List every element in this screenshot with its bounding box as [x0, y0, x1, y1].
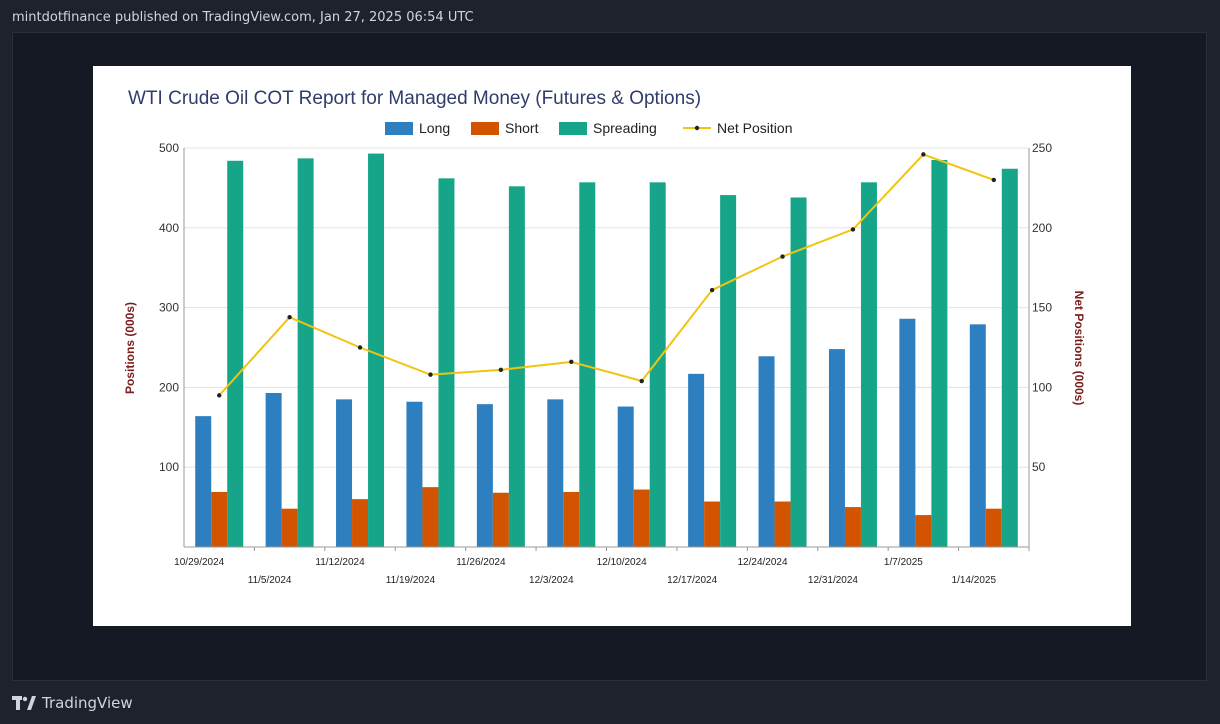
x-tick-label: 10/29/2024: [174, 557, 224, 568]
x-tick-label: 11/12/2024: [315, 557, 365, 568]
x-tick-label: 12/10/2024: [597, 557, 647, 568]
footer: TradingView: [12, 694, 133, 712]
bar-short-0: [211, 491, 228, 547]
y2-tick-label: 50: [1032, 460, 1046, 474]
bar-long-1: [265, 392, 282, 547]
bar-spreading-6: [649, 182, 666, 547]
x-tick-label: 11/26/2024: [456, 557, 506, 568]
bar-spreading-4: [508, 186, 525, 547]
bar-long-8: [758, 356, 775, 547]
legend-swatch-long: [385, 122, 413, 135]
legend-swatch-short: [471, 122, 499, 135]
net-position-point-1: [287, 314, 292, 320]
y2-tick-label: 150: [1032, 301, 1052, 315]
bar-long-6: [617, 406, 634, 547]
x-tick-label: 12/31/2024: [808, 575, 858, 586]
net-position-point-6: [639, 378, 644, 384]
bar-short-8: [774, 501, 791, 547]
y2-tick-label: 100: [1032, 380, 1052, 394]
bar-long-2: [336, 399, 353, 547]
bar-short-4: [492, 492, 509, 547]
legend-marker-net-position: [694, 125, 700, 131]
net-position-point-2: [357, 345, 363, 350]
bar-long-7: [688, 373, 705, 547]
bar-spreading-8: [790, 197, 807, 547]
x-tick-label: 11/19/2024: [386, 575, 436, 586]
bar-long-9: [828, 349, 845, 547]
net-position-polyline: [218, 153, 995, 397]
bar-short-11: [985, 508, 1002, 547]
bar-short-6: [633, 489, 650, 547]
legend-swatch-spreading: [559, 122, 587, 135]
bar-spreading-9: [860, 182, 877, 547]
net-position-point-8: [780, 254, 785, 259]
chart-svg: WTI Crude Oil COT Report for Managed Mon…: [123, 88, 1086, 586]
x-tick-label: 12/17/2024: [667, 575, 717, 586]
bar-long-4: [476, 404, 493, 547]
bar-short-5: [563, 491, 580, 547]
chart-title: WTI Crude Oil COT Report for Managed Mon…: [128, 88, 701, 109]
y-tick-label: 500: [159, 141, 179, 155]
bar-long-10: [899, 318, 916, 547]
net-position-point-0: [217, 393, 222, 398]
bar-spreading-10: [931, 159, 948, 547]
bar-short-7: [704, 501, 721, 547]
bar-short-3: [422, 487, 439, 547]
net-position-line: [217, 152, 996, 398]
net-position-point-3: [428, 372, 433, 377]
bar-spreading-0: [227, 160, 244, 547]
y-tick-label: 200: [159, 380, 179, 394]
bar-spreading-2: [368, 153, 385, 547]
legend-label-1: Short: [505, 120, 539, 136]
bar-spreading-3: [438, 178, 455, 547]
x-tick-label: 11/5/2024: [248, 575, 292, 586]
y-tick-label: 100: [159, 460, 179, 474]
x-tick-label: 12/3/2024: [529, 575, 574, 586]
bar-spreading-1: [297, 158, 314, 547]
net-position-point-4: [498, 367, 504, 373]
legend-label-3: Net Position: [717, 120, 792, 136]
bar-long-0: [195, 416, 212, 547]
grid-lines: [184, 147, 1029, 468]
bar-spreading-7: [720, 195, 737, 547]
y-tick-label: 400: [159, 221, 179, 235]
chart-card: WTI Crude Oil COT Report for Managed Mon…: [93, 66, 1131, 626]
bar-spreading-11: [1001, 168, 1018, 548]
net-position-point-9: [850, 227, 856, 232]
net-position-point-5: [569, 359, 574, 365]
net-position-point-10: [921, 152, 926, 157]
y-axis-title: Positions (000s): [123, 302, 137, 394]
legend-label-2: Spreading: [593, 120, 657, 136]
y-tick-label: 300: [159, 301, 179, 315]
net-position-point-7: [709, 287, 715, 293]
brand-name: TradingView: [42, 694, 133, 712]
bar-short-1: [281, 508, 298, 547]
bar-long-3: [406, 401, 423, 547]
y2-axis-title: Net Positions (000s): [1072, 291, 1086, 406]
x-tick-label: 1/14/2025: [952, 575, 997, 586]
bar-short-9: [844, 507, 861, 547]
chart-legend: Long Short Spreading Net Position: [385, 120, 792, 136]
x-tick-label: 1/7/2025: [884, 557, 923, 568]
bar-series: [195, 153, 1018, 548]
bar-short-10: [915, 515, 932, 547]
axes: 100 200 300 400 500 50 100 150 200 250 10/29/2024 1…: [159, 141, 1052, 586]
tradingview-logo-icon: [12, 696, 36, 710]
bar-long-11: [969, 324, 986, 547]
y2-tick-label: 200: [1032, 221, 1052, 235]
net-position-point-11: [991, 177, 996, 183]
bar-spreading-5: [579, 182, 596, 547]
x-tick-label: 12/24/2024: [738, 557, 788, 568]
legend-label-0: Long: [419, 120, 450, 136]
bar-short-2: [352, 499, 369, 547]
y2-tick-label: 250: [1032, 141, 1052, 155]
bar-long-5: [547, 399, 564, 547]
publish-info: mintdotfinance published on TradingView.…: [12, 10, 474, 25]
